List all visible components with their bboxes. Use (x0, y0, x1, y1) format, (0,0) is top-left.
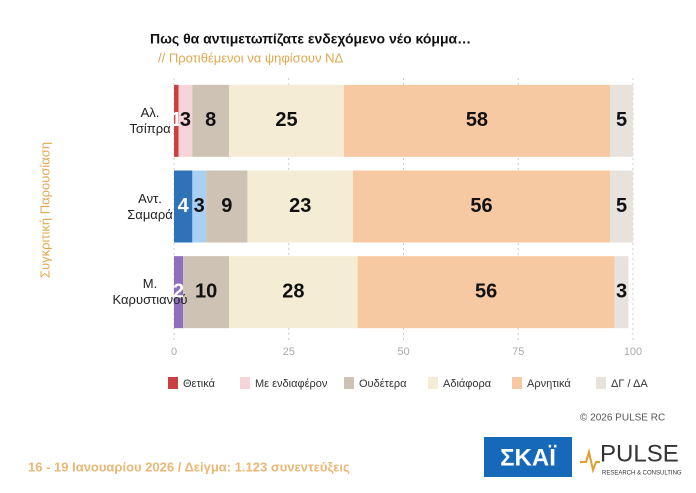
bar-segment (206, 170, 248, 243)
logo-icon (580, 448, 600, 474)
legend-label: Αρνητικά (527, 378, 571, 390)
bar-segment (247, 170, 354, 243)
bar-segment (192, 84, 230, 157)
y-tick-label: Μ. Καρυστιανού (112, 276, 188, 308)
x-tick-label: 100 (624, 346, 642, 358)
logo-text: PULSE (600, 440, 679, 467)
logo-text: RESEARCH & CONSULTING (602, 471, 682, 477)
x-tick-label: 50 (397, 346, 409, 358)
bar-segment (610, 84, 633, 157)
legend-swatch (512, 377, 522, 389)
legend-label: Θετικά (183, 378, 216, 390)
x-tick-label: 0 (171, 346, 177, 358)
legend-label: ΔΓ / ΔΑ (611, 378, 648, 390)
chart-subtitle: // Προτιθέμενοι να ψηφίσουν ΝΔ (158, 50, 344, 65)
bar-segment (229, 84, 344, 157)
bar-segment (353, 170, 611, 243)
data-label: 8 (205, 109, 216, 131)
copyright: © 2026 PULSE RC (580, 413, 665, 424)
legend-swatch (240, 377, 250, 389)
data-label: 28 (282, 280, 304, 302)
chart-title: Πως θα αντιμετωπίζατε ενδεχόμενο νέο κόμ… (150, 31, 471, 47)
legend-label: Αδιάφορα (443, 378, 492, 390)
bar-segment (229, 256, 358, 329)
x-tick-label: 75 (512, 346, 524, 358)
bar-segment (192, 170, 207, 243)
data-label: 10 (195, 280, 217, 302)
data-label: 5 (616, 195, 627, 217)
logo-text: ΣΚΑΪ (500, 444, 557, 471)
bar-segment (183, 256, 230, 329)
y-tick-label: Αλ. Τσίπρα (129, 104, 171, 136)
bar-segment (357, 256, 615, 329)
logo-box (484, 437, 572, 477)
y-tick-label: Αντ. Σαμαρά (127, 190, 173, 222)
source-note: 16 - 19 Ιανουαρίου 2026 / Δείγμα: 1.123 … (28, 459, 350, 474)
bar-segment (174, 170, 193, 243)
data-label: 3 (616, 280, 627, 302)
data-label: 9 (221, 195, 232, 217)
data-label: 4 (178, 195, 190, 217)
data-label: 3 (180, 109, 191, 131)
bar-segment (178, 84, 193, 157)
legend-label: Ουδέτερα (359, 378, 407, 390)
data-label: 56 (475, 280, 497, 302)
y-axis-label: Συγκριτική Παρουσίαση (37, 142, 52, 278)
x-tick-label: 25 (283, 346, 295, 358)
bar-segment (610, 170, 633, 243)
data-label: 3 (194, 195, 205, 217)
data-label: 23 (289, 195, 311, 217)
data-label: 2 (173, 280, 184, 302)
bar-segment (343, 84, 611, 157)
data-label: 56 (470, 195, 492, 217)
legend-label: Με ενδιαφέρον (255, 378, 328, 390)
data-label: 25 (275, 109, 297, 131)
legend-swatch (344, 377, 354, 389)
legend-swatch (428, 377, 438, 389)
data-label: 5 (616, 109, 627, 131)
bar-segment (174, 84, 179, 157)
bar-segment (614, 256, 629, 329)
data-label: 1 (171, 109, 182, 131)
legend-swatch (168, 377, 178, 389)
data-label: 58 (466, 109, 488, 131)
legend-swatch (596, 377, 606, 389)
bar-segment (174, 256, 184, 329)
